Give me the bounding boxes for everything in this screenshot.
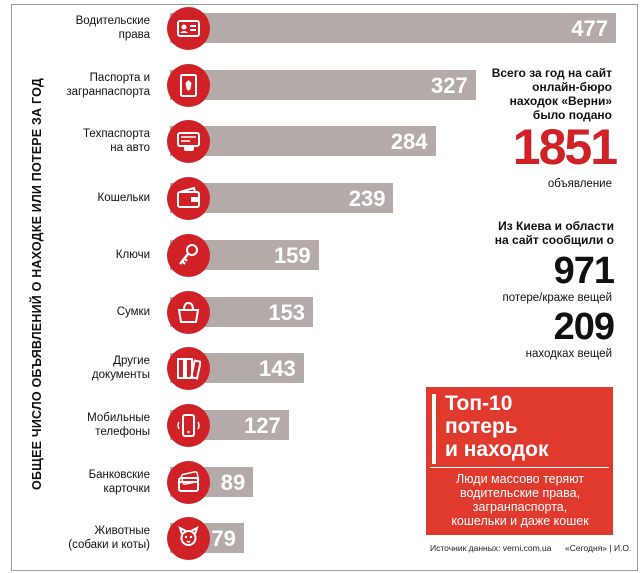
lost-value: 971 [553, 250, 615, 292]
total-text-line2: онлайн-бюро [532, 80, 612, 94]
bar: 327 [170, 69, 476, 100]
kyiv-text: Из Киева и области на сайт сообщили о [440, 219, 614, 247]
axis-title: ОБЩЕЕ ЧИСЛО ОБЪЯВЛЕНИЙ О НАХОДКЕ ИЛИ ПОТ… [30, 78, 44, 490]
mobile-phone-icon [167, 403, 210, 447]
top10-title-line3: и находок [445, 438, 549, 461]
credit-note: «Сегодня» | И.О. [565, 543, 632, 553]
pet-icon [167, 517, 210, 561]
top10-desc-line1: Люди массово теряют [455, 472, 585, 486]
bar-value-label: 327 [431, 72, 468, 98]
category-label: Кошельки [54, 191, 151, 205]
bar-value-label: 284 [390, 129, 428, 155]
bar: 284 [170, 126, 436, 157]
top10-title: Топ-10 потерь и находок [445, 392, 610, 461]
category-label-line2: загранпаспорта [66, 85, 150, 98]
category-label-line2: (собаки и коты) [68, 539, 150, 552]
category-label-line2: карточки [103, 482, 150, 495]
wallet-icon [167, 177, 210, 221]
bar-value-label: 159 [273, 242, 311, 268]
category-label: Животные (собаки и коты) [54, 524, 150, 552]
bar-value-label: 153 [268, 299, 306, 325]
category-label-line1: Животные [94, 525, 150, 538]
category-label-line1: Другие [113, 355, 150, 368]
category-label: Техпаспорта на авто [54, 127, 150, 155]
bar-value-label: 239 [348, 186, 386, 212]
total-text-line3: находок «Верни» [509, 94, 612, 108]
source-note: Источник данных: verni.com.ua [430, 543, 552, 553]
top10-desc-line4: кошельки и даже кошек [451, 514, 589, 528]
bank-card-icon [167, 460, 210, 504]
found-unit: находках вещей [525, 348, 612, 360]
category-label-line2: права [118, 29, 150, 41]
keys-icon [167, 233, 210, 277]
category-label: Мобильные телефоны [54, 411, 150, 439]
category-label-line2: телефоны [95, 425, 150, 438]
top10-title-line1: Топ-10 [445, 392, 513, 415]
total-text: Всего за год на сайт онлайн-бюро находок… [440, 66, 612, 122]
category-label: Водительские права [54, 14, 150, 42]
total-unit: объявление [547, 178, 612, 190]
bag-icon [167, 290, 210, 334]
bar-value-label: 127 [244, 412, 281, 438]
category-label-line1: Мобильные [87, 411, 150, 424]
category-label-line1: Ключи [115, 248, 150, 261]
bar: 477 [170, 13, 616, 43]
category-label-line1: Кошельки [97, 192, 151, 205]
category-label-line1: Техпаспорта [83, 128, 150, 141]
total-text-line4: было подано [532, 108, 612, 122]
car-registration-icon [167, 120, 210, 164]
category-label-line1: Водительские [75, 15, 150, 27]
top10-stripe [432, 394, 436, 464]
category-label: Сумки [54, 305, 150, 319]
top10-title-line2: потерь [445, 415, 518, 438]
bar-value-label: 477 [571, 16, 608, 41]
category-label: Паспорта и загранпаспорта [54, 71, 150, 99]
top10-separator [430, 467, 609, 468]
top10-desc-line2: водительские права, [459, 486, 581, 500]
category-label-line1: Сумки [116, 305, 150, 318]
category-label-line2: документы [91, 369, 150, 382]
category-label-line2: на авто [110, 142, 150, 155]
found-value: 209 [553, 306, 615, 348]
bar-value-label: 79 [211, 526, 236, 552]
top10-description: Люди массово теряют водительские права, … [430, 472, 610, 528]
folders-icon [167, 347, 210, 391]
category-label-line1: Банковские [88, 468, 150, 481]
kyiv-text-line1: Из Киева и области [498, 219, 614, 233]
category-label: Банковские карточки [54, 468, 150, 496]
passport-icon [167, 63, 210, 107]
top10-desc-line3: загранпаспорта, [472, 500, 568, 514]
bar-value-label: 143 [258, 356, 296, 382]
bar-value-label: 89 [220, 469, 246, 495]
kyiv-text-line2: на сайт сообщили о [494, 233, 614, 247]
category-label-line1: Паспорта и [89, 71, 150, 84]
total-text-line1: Всего за год на сайт [491, 66, 612, 80]
total-value: 1851 [512, 119, 618, 175]
chart-frame [11, 4, 638, 571]
category-label: Другие документы [54, 354, 150, 382]
top10-box [426, 387, 613, 535]
lost-unit: потере/краже вещей [502, 292, 612, 304]
category-label: Ключи [54, 248, 150, 262]
driver-license-icon [167, 7, 210, 50]
